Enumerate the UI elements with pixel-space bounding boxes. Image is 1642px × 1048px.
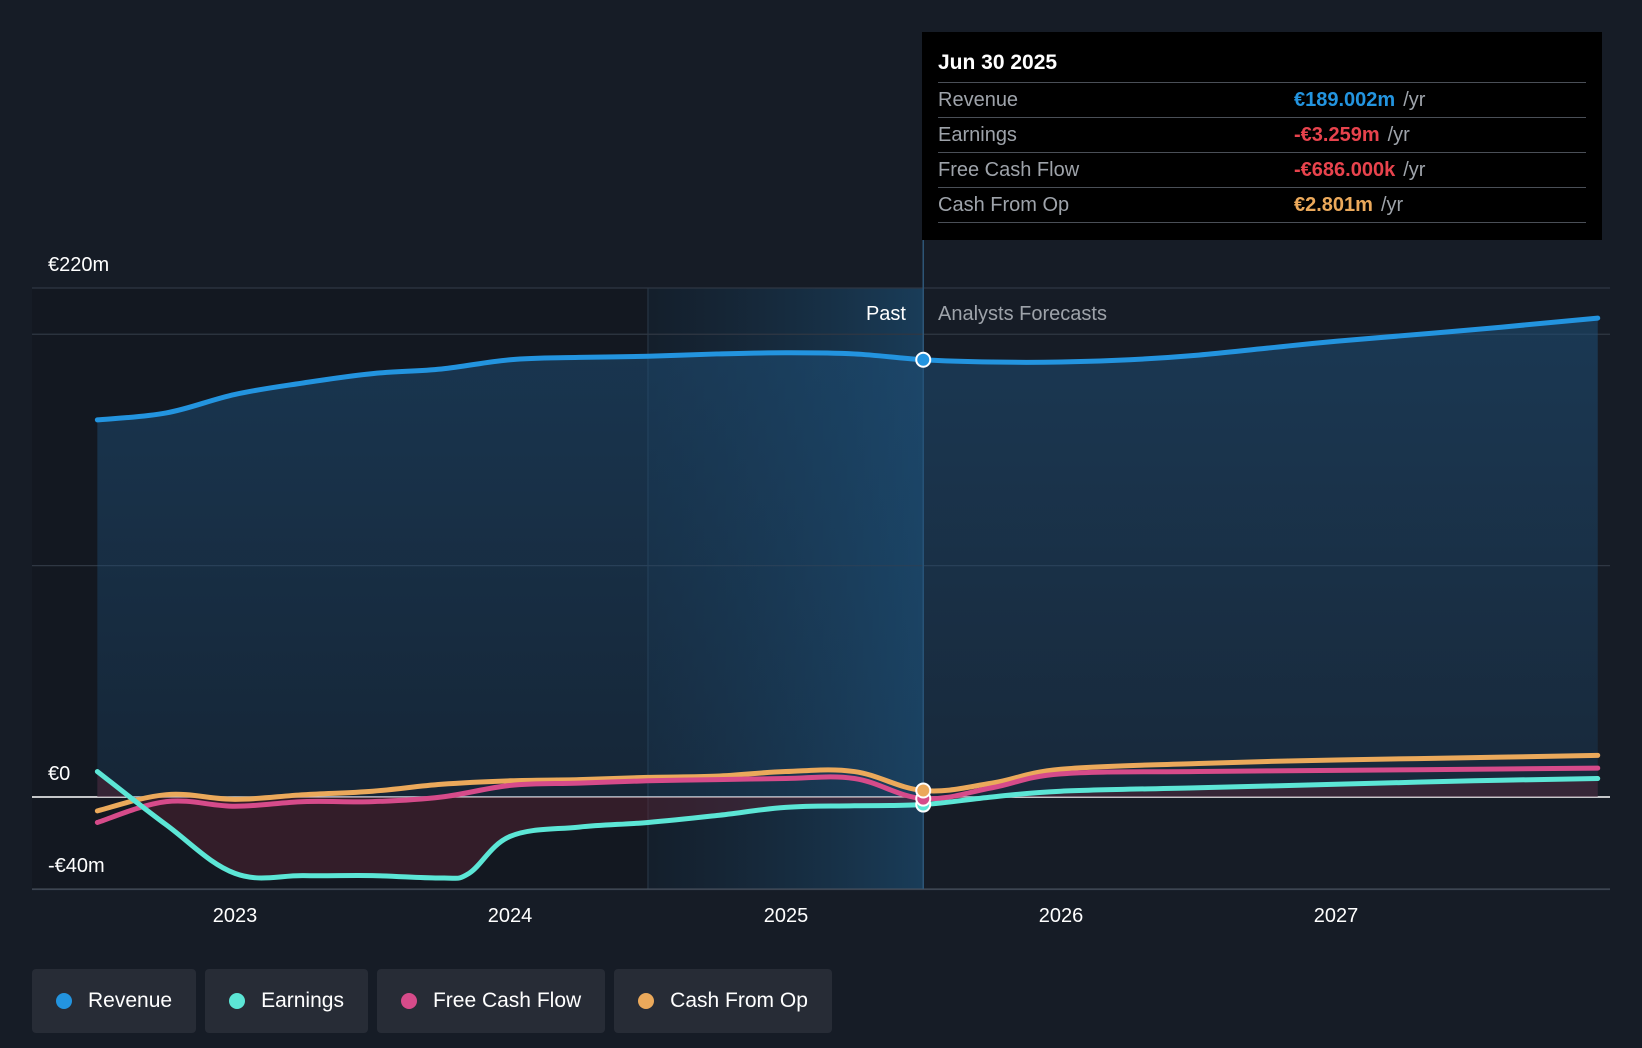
tooltip-row-cash-from-op: Cash From Op €2.801m/yr (938, 188, 1586, 223)
x-tick-label-2023: 2023 (213, 905, 258, 927)
tooltip-row-free-cash-flow: Free Cash Flow -€686.000k/yr (938, 153, 1586, 188)
tooltip-value: -€686.000k/yr (1294, 159, 1426, 181)
x-tick-label-2024: 2024 (488, 905, 533, 927)
earnings-line (94, 769, 1601, 881)
cash-from-op-marker (915, 782, 932, 799)
legend-item-revenue[interactable]: Revenue (32, 969, 197, 1033)
x-tick-label-2025: 2025 (764, 905, 809, 927)
tooltip-label: Free Cash Flow (938, 159, 1080, 181)
x-tick-label-2027: 2027 (1314, 905, 1359, 927)
legend-dot-icon (638, 993, 655, 1009)
tooltip-label: Revenue (938, 89, 1019, 111)
tooltip-label: Cash From Op (938, 194, 1070, 216)
legend-label: Earnings (261, 989, 344, 1012)
tooltip-label: Earnings (938, 124, 1017, 146)
legend-label: Cash From Op (670, 989, 808, 1012)
legend-item-earnings[interactable]: Earnings (205, 969, 368, 1033)
tooltip: Jun 30 2025 Revenue €189.002m/yr Earning… (922, 32, 1602, 240)
free-cash-flow-line (94, 765, 1601, 825)
tooltip-row-revenue: Revenue €189.002m/yr (938, 83, 1586, 118)
legend-dot-icon (56, 993, 72, 1009)
legend: Revenue Earnings Free Cash Flow Cash Fro… (32, 969, 832, 1033)
legend-dot-icon (400, 993, 417, 1009)
tooltip-row-earnings: Earnings -€3.259m/yr (938, 118, 1586, 153)
past-label: Past (866, 303, 906, 325)
revenue-area (97, 318, 1598, 797)
tooltip-value: -€3.259m/yr (1294, 124, 1410, 146)
tooltip-value: €189.002m/yr (1294, 89, 1426, 111)
legend-dot-icon (229, 993, 246, 1009)
legend-label: Free Cash Flow (432, 989, 582, 1012)
legend-label: Revenue (88, 989, 173, 1012)
revenue-marker (915, 351, 932, 368)
legend-item-free-cash-flow[interactable]: Free Cash Flow (376, 969, 606, 1033)
y-tick-label-zero: €0 (48, 763, 70, 785)
earnings-area (97, 771, 1598, 879)
cash-from-op-line (94, 752, 1601, 814)
tooltip-date: Jun 30 2025 (938, 44, 1586, 83)
legend-item-cash-from-op[interactable]: Cash From Op (614, 969, 832, 1033)
revenue-line (94, 315, 1601, 423)
tooltip-value: €2.801m/yr (1294, 194, 1404, 216)
y-tick-label-top: €220m (48, 254, 109, 276)
forecast-label: Analysts Forecasts (938, 303, 1107, 325)
y-tick-label-bottom: -€40m (48, 855, 105, 877)
x-tick-label-2026: 2026 (1039, 905, 1084, 927)
